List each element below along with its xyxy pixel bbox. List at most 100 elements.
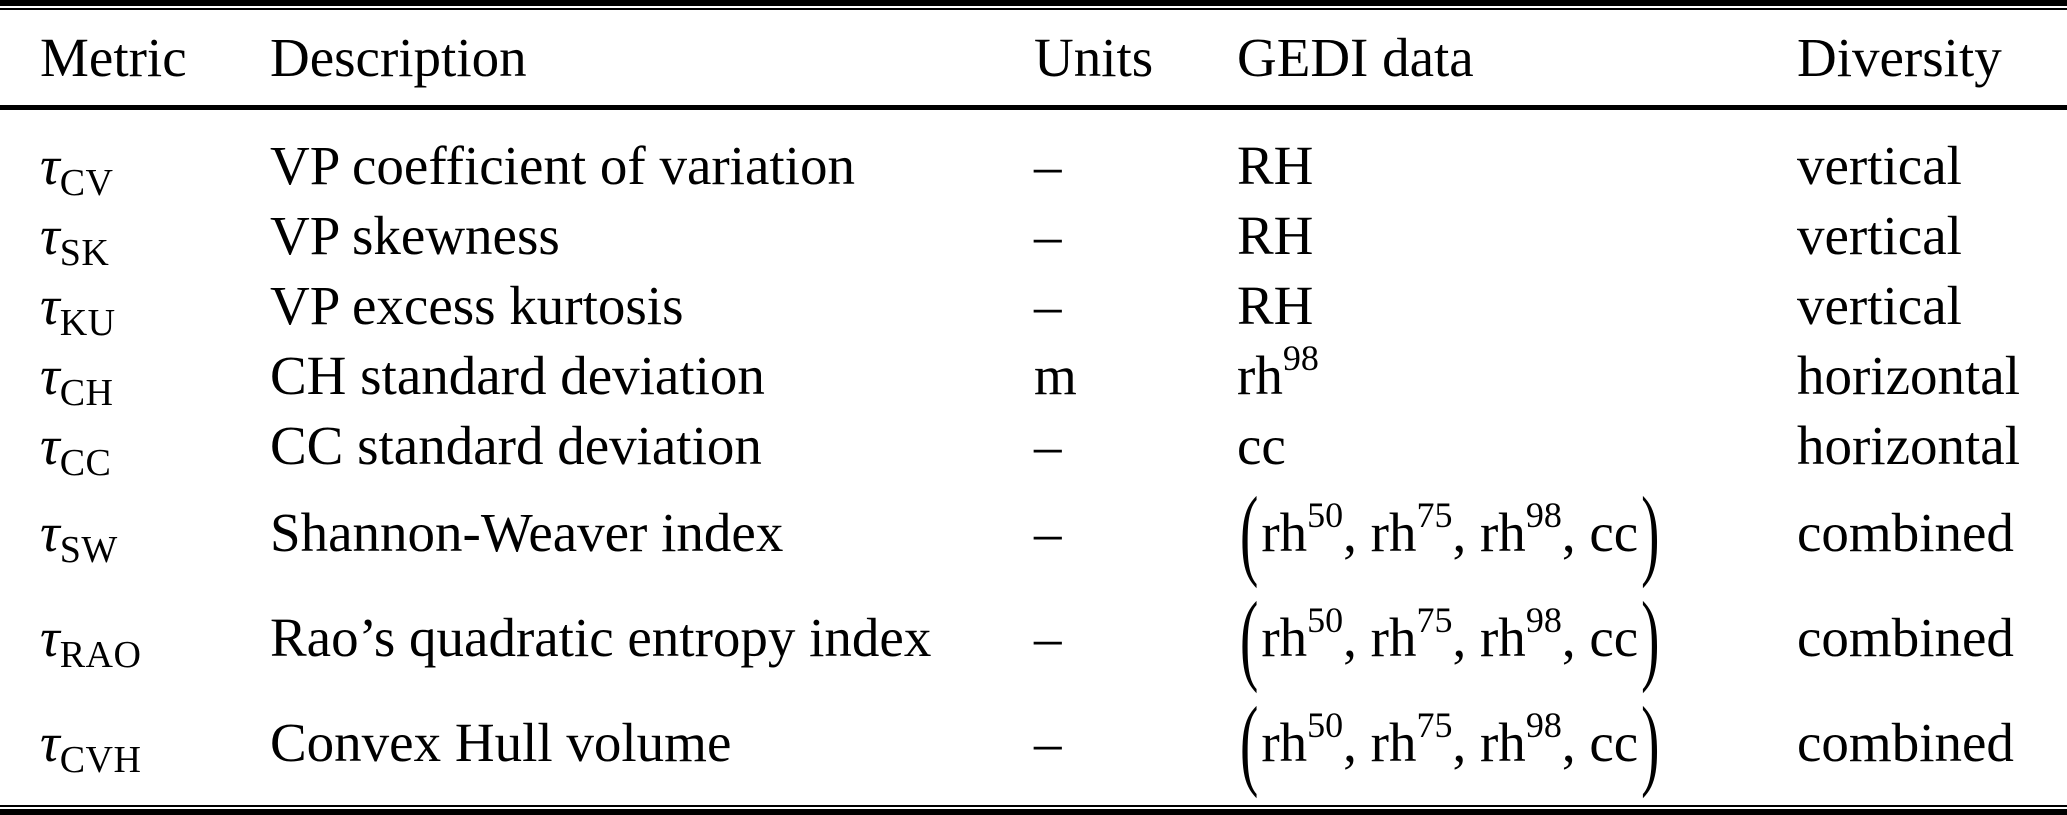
metric-cell: τCV: [0, 134, 270, 202]
gedi-superscript: 75: [1416, 600, 1453, 640]
metric-symbol: τ: [40, 344, 60, 406]
column-header-gedi-data: GEDI data: [1237, 27, 1474, 88]
units-cell: –: [1034, 502, 1062, 563]
table-row: τRAO Rao’s quadratic entropy index – (rh…: [0, 580, 2067, 694]
gedi-text: , rh: [1343, 502, 1417, 563]
metric-subscript: SW: [59, 529, 118, 571]
metric-symbol: τ: [40, 414, 60, 476]
metric-cell: τRAO: [0, 607, 270, 674]
gedi-superscript: 50: [1307, 600, 1344, 640]
gedi-superscript: 75: [1416, 495, 1453, 535]
column-header-diversity: Diversity: [1797, 27, 2002, 88]
gedi-text: RH: [1237, 274, 1314, 336]
gedi-text: , rh: [1452, 712, 1526, 773]
gedi-superscript: 98: [1525, 705, 1562, 745]
gedi-cell: (rh50, rh75, rh98, cc): [1240, 580, 1660, 694]
description-cell: VP excess kurtosis: [270, 274, 684, 336]
bottom-rule-thick: [0, 809, 2067, 815]
metric-cell: τKU: [0, 274, 270, 342]
metric-cell: τCVH: [0, 712, 270, 779]
diversity-cell: horizontal: [1797, 414, 2020, 476]
gedi-text: rh: [1261, 712, 1308, 773]
diversity-cell: combined: [1797, 502, 2014, 563]
diversity-cell: vertical: [1797, 134, 1962, 196]
description-cell: CC standard deviation: [270, 414, 762, 476]
description-cell: Shannon-Weaver index: [270, 502, 784, 563]
header-separator-rule: [0, 105, 2067, 110]
description-cell: VP coefficient of variation: [270, 134, 855, 196]
table-row: τCC CC standard deviation – cc horizonta…: [0, 410, 2067, 482]
metric-subscript: CH: [59, 371, 114, 414]
gedi-superscript: 50: [1307, 705, 1344, 745]
gedi-text: , rh: [1452, 502, 1526, 563]
column-header-description: Description: [270, 27, 527, 88]
metric-subscript: SK: [59, 231, 110, 274]
units-cell: –: [1034, 204, 1062, 266]
gedi-text: , cc: [1561, 502, 1639, 563]
metric-cell: τCH: [0, 344, 270, 412]
units-cell: –: [1034, 134, 1062, 196]
gedi-text: , rh: [1343, 607, 1417, 668]
table-row: τSK VP skewness – RH vertical: [0, 200, 2067, 272]
metric-cell: τSW: [0, 502, 270, 569]
gedi-cell: cc: [1237, 418, 1797, 473]
units-cell: m: [1034, 344, 1077, 406]
gedi-text: , rh: [1343, 712, 1417, 773]
metric-subscript: CC: [59, 441, 112, 484]
metric-symbol: τ: [40, 607, 60, 668]
gedi-superscript: 50: [1307, 495, 1344, 535]
metric-subscript: CV: [59, 161, 114, 204]
units-cell: –: [1034, 607, 1062, 668]
metric-subscript: RAO: [59, 634, 142, 676]
gedi-text: , rh: [1452, 607, 1526, 668]
gedi-cell: (rh50, rh75, rh98, cc): [1240, 685, 1660, 799]
description-cell: Rao’s quadratic entropy index: [270, 607, 932, 668]
metric-subscript: KU: [59, 301, 116, 344]
description-cell: CH standard deviation: [270, 344, 765, 406]
top-rule-thick: [0, 0, 2067, 6]
gedi-text: RH: [1237, 134, 1314, 196]
top-rule-thin: [0, 8, 2067, 10]
table-row: τCV VP coefficient of variation – RH ver…: [0, 130, 2067, 202]
gedi-text: rh: [1261, 502, 1308, 563]
table-row: τSW Shannon-Weaver index – (rh50, rh75, …: [0, 475, 2067, 589]
description-cell: Convex Hull volume: [270, 712, 732, 773]
gedi-text: RH: [1237, 204, 1314, 266]
description-cell: VP skewness: [270, 204, 560, 266]
diversity-cell: vertical: [1797, 274, 1962, 336]
table-header-row: Metric Description Units GEDI data Diver…: [0, 10, 2067, 105]
gedi-text: , cc: [1561, 607, 1639, 668]
units-cell: –: [1034, 274, 1062, 336]
gedi-text: cc: [1237, 414, 1286, 476]
gedi-cell: RH: [1237, 208, 1797, 263]
bottom-rule-thin: [0, 805, 2067, 807]
units-cell: –: [1034, 414, 1062, 476]
metric-symbol: τ: [40, 274, 60, 336]
table-row: τCH CH standard deviation m rh98 horizon…: [0, 340, 2067, 412]
diversity-cell: combined: [1797, 712, 2014, 773]
table-row: τKU VP excess kurtosis – RH vertical: [0, 270, 2067, 342]
gedi-cell: RH: [1237, 278, 1797, 333]
metric-cell: τCC: [0, 414, 270, 482]
gedi-superscript: 98: [1525, 600, 1562, 640]
column-header-metric: Metric: [40, 27, 187, 88]
metric-symbol: τ: [40, 134, 60, 196]
metric-cell: τSK: [0, 208, 270, 272]
diversity-cell: combined: [1797, 607, 2014, 668]
table-body: τCV VP coefficient of variation – RH ver…: [0, 110, 2067, 805]
metric-symbol: τ: [40, 502, 60, 563]
gedi-superscript: 98: [1282, 337, 1319, 378]
diversity-cell: vertical: [1797, 204, 1962, 266]
gedi-cell: rh98: [1237, 340, 1797, 403]
metric-symbol: τ: [40, 712, 60, 773]
diversity-cell: horizontal: [1797, 344, 2020, 406]
units-cell: –: [1034, 712, 1062, 773]
gedi-cell: (rh50, rh75, rh98, cc): [1240, 475, 1660, 589]
gedi-text: rh: [1261, 607, 1308, 668]
gedi-cell: RH: [1237, 138, 1797, 193]
table-row: τCVH Convex Hull volume – (rh50, rh75, r…: [0, 685, 2067, 799]
metric-subscript: CVH: [59, 739, 142, 781]
gedi-text: , cc: [1561, 712, 1639, 773]
column-header-units: Units: [1034, 27, 1154, 88]
